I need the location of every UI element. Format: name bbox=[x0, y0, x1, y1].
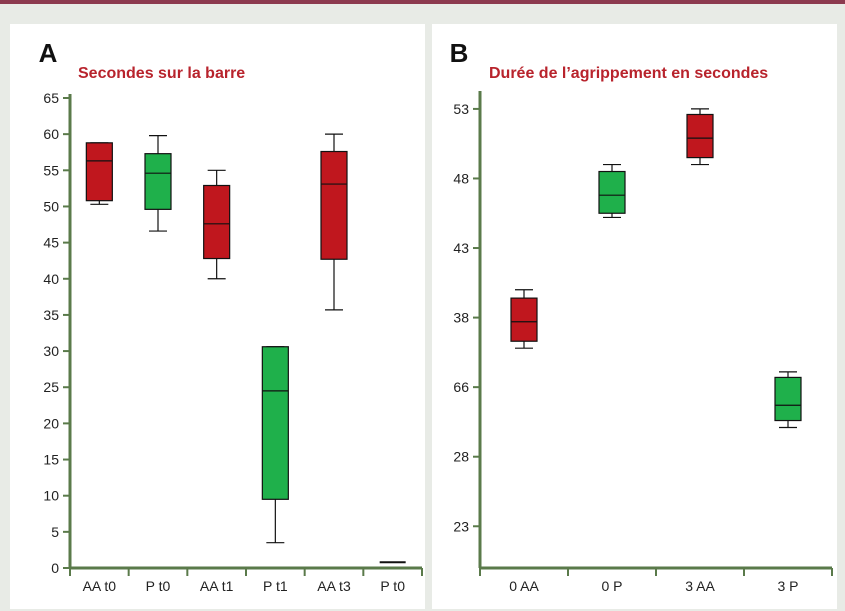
box-green bbox=[144, 153, 172, 210]
x-tick-label: 0 AA bbox=[509, 578, 539, 594]
y-tick-label: 53 bbox=[453, 101, 469, 117]
x-tick-label: AA t1 bbox=[200, 578, 234, 594]
figure-background: A Secondes sur la barre B Durée de l’agr… bbox=[0, 4, 845, 611]
y-tick-label: 55 bbox=[43, 162, 59, 178]
y-tick-label: 20 bbox=[43, 415, 59, 431]
y-tick-label: 38 bbox=[453, 310, 469, 326]
y-tick-label: 65 bbox=[43, 90, 59, 106]
y-tick-label: 23 bbox=[453, 518, 469, 534]
panel-a bbox=[10, 24, 425, 609]
panel-b-badge: B bbox=[441, 35, 477, 71]
x-tick-label: P t0 bbox=[380, 578, 405, 594]
y-tick-label: 43 bbox=[453, 240, 469, 256]
box-red bbox=[686, 113, 714, 159]
y-tick-label: 45 bbox=[43, 235, 59, 251]
box-green bbox=[598, 170, 626, 214]
box-red bbox=[510, 297, 538, 342]
y-tick-label: 5 bbox=[51, 524, 59, 540]
y-tick-label: 28 bbox=[453, 449, 469, 465]
y-tick-label: 30 bbox=[43, 343, 59, 359]
panel-a-badge: A bbox=[30, 35, 66, 71]
y-tick-label: 0 bbox=[51, 560, 59, 576]
box-green bbox=[261, 346, 289, 500]
x-tick-label: 3 AA bbox=[685, 578, 715, 594]
box-red bbox=[320, 150, 348, 260]
x-tick-label: AA t3 bbox=[317, 578, 351, 594]
y-tick-label: 35 bbox=[43, 307, 59, 323]
box-red bbox=[203, 184, 231, 260]
y-tick-label: 50 bbox=[43, 198, 59, 214]
y-tick-label: 10 bbox=[43, 488, 59, 504]
y-tick-label: 15 bbox=[43, 452, 59, 468]
x-tick-label: 3 P bbox=[777, 578, 798, 594]
y-tick-label: 66 bbox=[453, 379, 469, 395]
box-green bbox=[774, 376, 802, 422]
y-tick-label: 48 bbox=[453, 170, 469, 186]
x-tick-label: P t1 bbox=[263, 578, 288, 594]
box-red bbox=[85, 142, 113, 202]
y-tick-label: 25 bbox=[43, 379, 59, 395]
chart-a: 0 5 10 15 20 25 30 35 40 45 50 55 60 65 AA t0 P t0 AA t1… bbox=[43, 90, 423, 594]
panel-a-title: Secondes sur la barre bbox=[78, 65, 246, 82]
chart-b: 23 28 66 38 43 48 53 0 AA 0 P 3 AA 3 P bbox=[453, 91, 833, 594]
x-tick-label: P t0 bbox=[146, 578, 171, 594]
top-rule bbox=[0, 0, 845, 4]
x-tick-label: AA t0 bbox=[83, 578, 117, 594]
y-tick-label: 40 bbox=[43, 271, 59, 287]
panel-b bbox=[432, 24, 837, 609]
x-tick-label: 0 P bbox=[601, 578, 622, 594]
y-tick-label: 60 bbox=[43, 126, 59, 142]
panel-b-title: Durée de l’agrippement en secondes bbox=[489, 65, 769, 82]
